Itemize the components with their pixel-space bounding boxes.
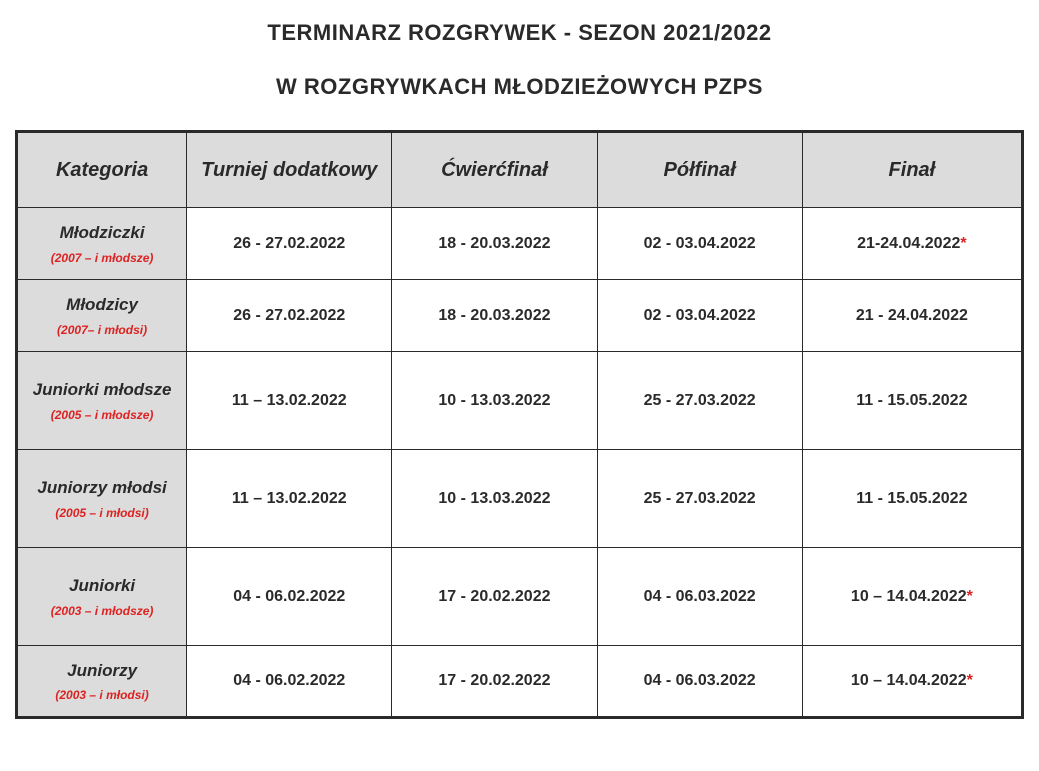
header-quarter: Ćwierćfinał: [392, 132, 597, 208]
category-note: (2003 – i młodsze): [24, 604, 180, 618]
category-cell: Juniorki (2003 – i młodsze): [17, 548, 187, 646]
semi-cell: 25 - 27.03.2022: [597, 450, 802, 548]
additional-cell: 04 - 06.02.2022: [187, 548, 392, 646]
additional-cell: 11 – 13.02.2022: [187, 450, 392, 548]
header-final: Finał: [802, 132, 1022, 208]
quarter-cell: 18 - 20.03.2022: [392, 208, 597, 280]
category-cell: Młodzicy (2007– i młodsi): [17, 280, 187, 352]
header-semi: Półfinał: [597, 132, 802, 208]
header-category: Kategoria: [17, 132, 187, 208]
final-date: 21 - 24.04.2022: [856, 307, 968, 324]
title-block: TERMINARZ ROZGRYWEK - SEZON 2021/2022 W …: [15, 20, 1024, 100]
category-name: Młodziczki: [24, 222, 180, 245]
final-cell: 10 – 14.04.2022*: [802, 646, 1022, 718]
header-additional: Turniej dodatkowy: [187, 132, 392, 208]
quarter-cell: 18 - 20.03.2022: [392, 280, 597, 352]
semi-cell: 25 - 27.03.2022: [597, 352, 802, 450]
title-line1: TERMINARZ ROZGRYWEK - SEZON 2021/2022: [15, 20, 1024, 46]
category-name: Juniorki: [24, 575, 180, 598]
table-row: Juniorzy młodsi (2005 – i młodsi) 11 – 13.…: [17, 450, 1023, 548]
semi-cell: 02 - 03.04.2022: [597, 208, 802, 280]
additional-cell: 11 – 13.02.2022: [187, 352, 392, 450]
title-line2: W ROZGRYWKACH MŁODZIEŻOWYCH PZPS: [15, 74, 1024, 100]
final-date: 10 – 14.04.2022: [851, 672, 967, 689]
category-name: Młodzicy: [24, 294, 180, 317]
asterisk-icon: *: [967, 588, 973, 605]
quarter-cell: 10 - 13.03.2022: [392, 450, 597, 548]
final-date: 21-24.04.2022: [857, 235, 960, 252]
table-row: Juniorki młodsze (2005 – i młodsze) 11 – 1…: [17, 352, 1023, 450]
table-header-row: Kategoria Turniej dodatkowy Ćwierćfinał …: [17, 132, 1023, 208]
category-name: Juniorki młodsze: [24, 379, 180, 402]
category-note: (2005 – i młodsi): [24, 506, 180, 520]
final-cell: 21 - 24.04.2022: [802, 280, 1022, 352]
category-cell: Juniorki młodsze (2005 – i młodsze): [17, 352, 187, 450]
final-date: 10 – 14.04.2022: [851, 588, 967, 605]
semi-cell: 04 - 06.03.2022: [597, 548, 802, 646]
final-cell: 21-24.04.2022*: [802, 208, 1022, 280]
category-cell: Juniorzy młodsi (2005 – i młodsi): [17, 450, 187, 548]
final-cell: 11 - 15.05.2022: [802, 450, 1022, 548]
asterisk-icon: *: [967, 672, 973, 689]
category-cell: Młodziczki (2007 – i młodsze): [17, 208, 187, 280]
category-cell: Juniorzy (2003 – i młodsi): [17, 646, 187, 718]
final-cell: 10 – 14.04.2022*: [802, 548, 1022, 646]
category-note: (2007 – i młodsze): [24, 251, 180, 265]
additional-cell: 04 - 06.02.2022: [187, 646, 392, 718]
semi-cell: 04 - 06.03.2022: [597, 646, 802, 718]
category-note: (2007– i młodsi): [24, 323, 180, 337]
table-row: Juniorzy (2003 – i młodsi) 04 - 06.02.2022…: [17, 646, 1023, 718]
quarter-cell: 17 - 20.02.2022: [392, 548, 597, 646]
table-row: Juniorki (2003 – i młodsze) 04 - 06.02.202…: [17, 548, 1023, 646]
category-name: Juniorzy młodsi: [24, 477, 180, 500]
final-cell: 11 - 15.05.2022: [802, 352, 1022, 450]
asterisk-icon: *: [960, 235, 966, 252]
additional-cell: 26 - 27.02.2022: [187, 208, 392, 280]
additional-cell: 26 - 27.02.2022: [187, 280, 392, 352]
category-name: Juniorzy: [24, 660, 180, 683]
table-row: Młodziczki (2007 – i młodsze) 26 - 27.02.2…: [17, 208, 1023, 280]
category-note: (2003 – i młodsi): [24, 688, 180, 702]
category-note: (2005 – i młodsze): [24, 408, 180, 422]
quarter-cell: 17 - 20.02.2022: [392, 646, 597, 718]
quarter-cell: 10 - 13.03.2022: [392, 352, 597, 450]
schedule-table: Kategoria Turniej dodatkowy Ćwierćfinał …: [15, 130, 1024, 719]
semi-cell: 02 - 03.04.2022: [597, 280, 802, 352]
final-date: 11 - 15.05.2022: [856, 392, 967, 409]
final-date: 11 - 15.05.2022: [856, 490, 967, 507]
table-row: Młodzicy (2007– i młodsi) 26 - 27.02.20221…: [17, 280, 1023, 352]
